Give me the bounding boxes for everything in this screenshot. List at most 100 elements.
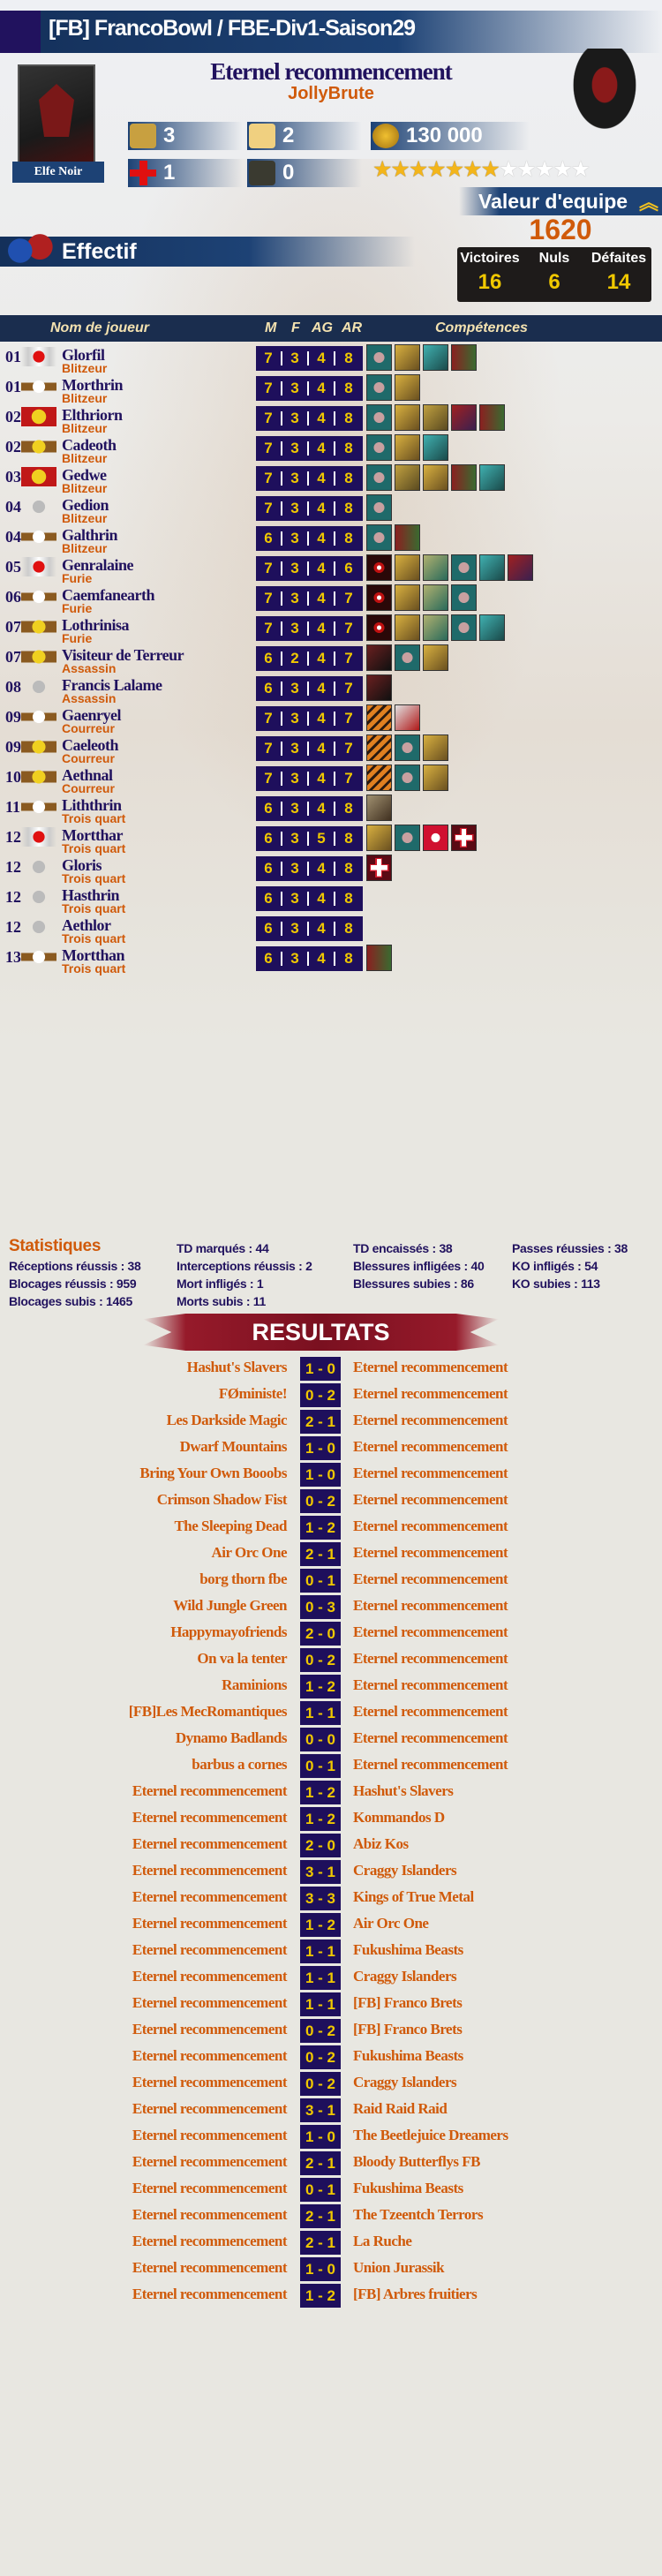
home-team[interactable]: Hashut's Slavers [186, 1359, 288, 1375]
away-team[interactable]: Bloody Butterflys FB [353, 2153, 480, 2170]
player-row[interactable]: 12 Gloris Trois quart 6 3 4 8 [0, 855, 662, 886]
away-team[interactable]: Eternel recommencement [353, 1703, 508, 1720]
home-team[interactable]: Eternel recommencement [132, 2127, 288, 2143]
skill-hand-icon[interactable] [366, 374, 392, 401]
home-team[interactable]: [FB]Les MecRomantiques [128, 1703, 288, 1720]
skill-runner-icon[interactable] [395, 554, 420, 581]
player-name[interactable]: Glorfil [62, 346, 105, 364]
away-team[interactable]: Eternel recommencement [353, 1570, 508, 1587]
player-row[interactable]: 02 Cadeoth Blitzeur 7 3 4 8 [0, 434, 662, 466]
away-team[interactable]: Fukushima Beasts [353, 2047, 463, 2064]
home-team[interactable]: Happymayofriends [170, 1623, 287, 1640]
skill-hand-icon[interactable] [366, 344, 392, 371]
skill-runner-icon[interactable] [423, 734, 448, 761]
skill-runner-icon[interactable] [395, 374, 420, 401]
match-score[interactable]: 1 - 2 [300, 2284, 341, 2308]
match-score[interactable]: 0 - 0 [300, 1728, 341, 1751]
match-score[interactable]: 0 - 2 [300, 1648, 341, 1672]
home-team[interactable]: Eternel recommencement [132, 1862, 288, 1879]
away-team[interactable]: Eternel recommencement [353, 1438, 508, 1455]
skill-hand-icon[interactable] [366, 464, 392, 491]
home-team[interactable]: Eternel recommencement [132, 2259, 288, 2276]
home-team[interactable]: Eternel recommencement [132, 1968, 288, 1985]
player-name[interactable]: Galthrin [62, 526, 118, 544]
away-team[interactable]: Eternel recommencement [353, 1623, 508, 1640]
skill-hand-icon[interactable] [366, 434, 392, 461]
match-score[interactable]: 2 - 0 [300, 1622, 341, 1646]
player-row[interactable]: 05 Genralaine Furie 7 3 4 6 [0, 554, 662, 586]
match-score[interactable]: 0 - 1 [300, 1569, 341, 1593]
match-score[interactable]: 3 - 1 [300, 2098, 341, 2122]
player-name[interactable]: Visiteur de Terreur [62, 646, 184, 664]
match-score[interactable]: 1 - 2 [300, 1913, 341, 1937]
away-team[interactable]: Eternel recommencement [353, 1756, 508, 1773]
home-team[interactable]: Eternel recommencement [132, 1888, 288, 1905]
away-team[interactable]: Eternel recommencement [353, 1676, 508, 1693]
match-score[interactable]: 0 - 2 [300, 2072, 341, 2096]
match-score[interactable]: 2 - 0 [300, 1834, 341, 1857]
away-team[interactable]: Eternel recommencement [353, 1650, 508, 1667]
skill-runner-icon[interactable] [366, 825, 392, 851]
player-row[interactable]: 08 Francis Lalame Assassin 6 3 4 7 [0, 674, 662, 706]
player-name[interactable]: Gloris [62, 856, 102, 874]
match-score[interactable]: 2 - 1 [300, 2231, 341, 2255]
skill-hand-icon[interactable] [366, 404, 392, 431]
home-team[interactable]: Eternel recommencement [132, 2047, 288, 2064]
skill-hand-icon[interactable] [366, 524, 392, 551]
home-team[interactable]: Eternel recommencement [132, 2153, 288, 2170]
skill-eye-icon[interactable] [366, 614, 392, 641]
match-score[interactable]: 3 - 3 [300, 1887, 341, 1910]
home-team[interactable]: Air Orc One [211, 1544, 288, 1561]
player-name[interactable]: Aethnal [62, 766, 113, 784]
skill-runner-icon[interactable] [395, 614, 420, 641]
away-team[interactable]: Eternel recommencement [353, 1729, 508, 1746]
home-team[interactable]: Eternel recommencement [132, 2074, 288, 2090]
player-name[interactable]: Elthriorn [62, 406, 123, 424]
skill-hand-icon[interactable] [451, 614, 477, 641]
skill-shadow-icon[interactable] [366, 674, 392, 701]
skill-claw-icon[interactable] [366, 734, 392, 761]
away-team[interactable]: Union Jurassik [353, 2259, 445, 2276]
home-team[interactable]: On va la tenter [197, 1650, 287, 1667]
match-score[interactable]: 0 - 2 [300, 2019, 341, 2043]
skill-hand-icon[interactable] [395, 644, 420, 671]
match-score[interactable]: 0 - 1 [300, 2178, 341, 2202]
away-team[interactable]: Fukushima Beasts [353, 1941, 463, 1958]
match-score[interactable]: 2 - 1 [300, 2204, 341, 2228]
skill-mask-icon[interactable] [423, 554, 448, 581]
away-team[interactable]: La Ruche [353, 2233, 412, 2249]
home-team[interactable]: Eternel recommencement [132, 1994, 288, 2011]
match-score[interactable]: 1 - 1 [300, 1966, 341, 1990]
match-score[interactable]: 1 - 2 [300, 1675, 341, 1699]
player-row[interactable]: 12 Hasthrin Trois quart 6 3 4 8 [0, 886, 662, 916]
home-team[interactable]: Eternel recommencement [132, 2100, 288, 2117]
skill-helm-icon[interactable] [366, 795, 392, 821]
skill-hand-icon[interactable] [451, 554, 477, 581]
player-name[interactable]: Lothrinisa [62, 616, 130, 634]
home-team[interactable]: Wild Jungle Green [173, 1597, 287, 1614]
skill-eye-icon[interactable] [366, 554, 392, 581]
match-score[interactable]: 3 - 1 [300, 1860, 341, 1884]
player-name[interactable]: Liththrin [62, 796, 122, 814]
skill-runner-icon[interactable] [395, 344, 420, 371]
match-score[interactable]: 0 - 2 [300, 1383, 341, 1407]
skill-boot-icon[interactable] [423, 434, 448, 461]
home-team[interactable]: FØministe! [218, 1385, 288, 1402]
skill-boot-icon[interactable] [479, 554, 505, 581]
home-team[interactable]: Raminions [222, 1676, 287, 1693]
skill-cross-icon[interactable] [451, 825, 477, 851]
match-score[interactable]: 1 - 2 [300, 1807, 341, 1831]
player-name[interactable]: Caemfanearth [62, 586, 154, 604]
player-row[interactable]: 12 Aethlor Trois quart 6 3 4 8 [0, 916, 662, 946]
home-team[interactable]: Eternel recommencement [132, 2233, 288, 2249]
match-score[interactable]: 0 - 2 [300, 1489, 341, 1513]
skill-hand-icon[interactable] [395, 765, 420, 791]
skill-boot-icon[interactable] [479, 614, 505, 641]
match-score[interactable]: 2 - 1 [300, 2151, 341, 2175]
away-team[interactable]: Craggy Islanders [353, 1968, 457, 1985]
player-row[interactable]: 10 Aethnal Courreur 7 3 4 7 [0, 765, 662, 796]
home-team[interactable]: Dynamo Badlands [175, 1729, 288, 1746]
skill-claw-icon[interactable] [366, 704, 392, 731]
away-team[interactable]: The Tzeentch Terrors [353, 2206, 484, 2223]
player-row[interactable]: 09 Caeleoth Courreur 7 3 4 7 [0, 734, 662, 766]
